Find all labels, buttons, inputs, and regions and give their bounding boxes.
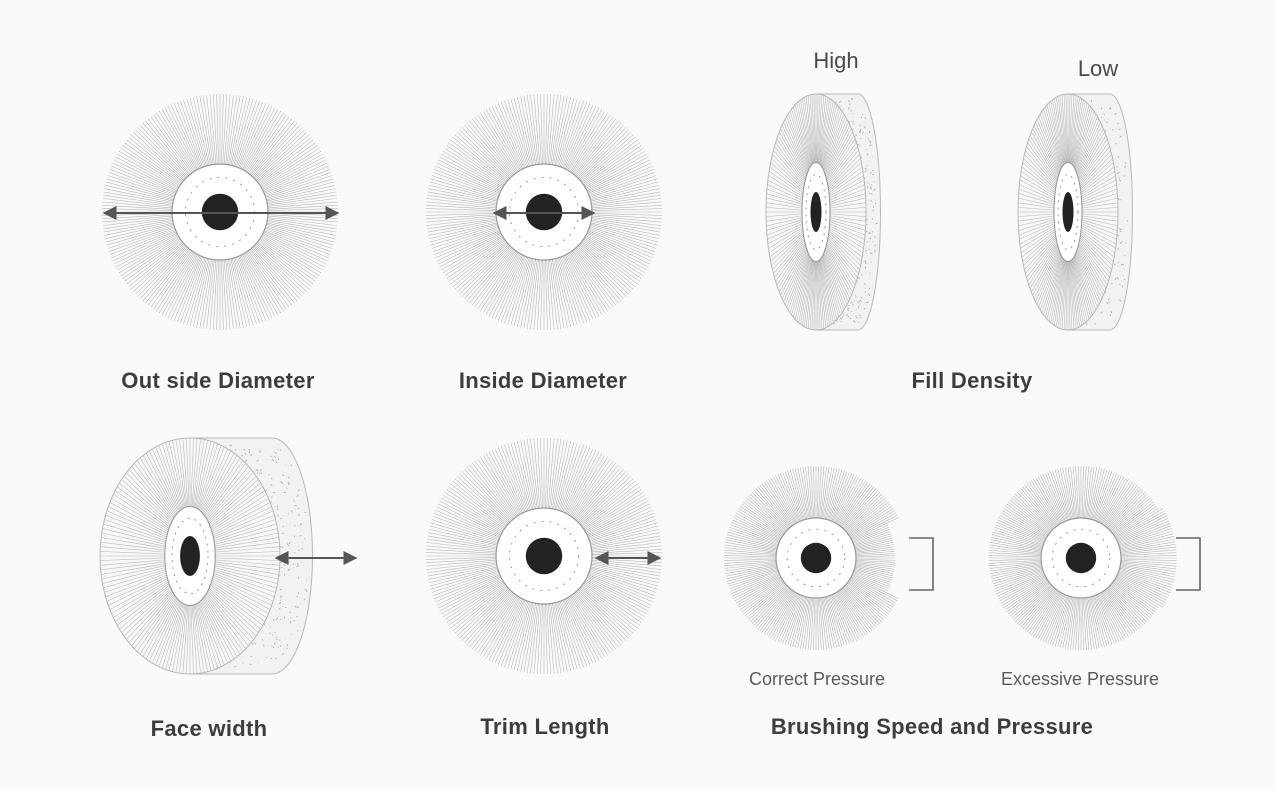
brush-correct-pressure bbox=[723, 465, 899, 651]
caption-fill-density: Fill Density bbox=[911, 368, 1033, 393]
caption-face-width: Face width bbox=[150, 716, 268, 741]
arbor-hole bbox=[1065, 542, 1097, 574]
label-correct-pressure: Correct Pressure bbox=[748, 669, 886, 689]
arbor-hole bbox=[525, 537, 563, 575]
bristle-fill bbox=[100, 438, 280, 674]
bristle-fill bbox=[1017, 94, 1119, 330]
bristle-fill bbox=[765, 94, 867, 330]
bristle-fill bbox=[723, 465, 899, 651]
caption-brushing-speed-pressure: Brushing Speed and Pressure bbox=[770, 714, 1094, 739]
brush-excessive-pressure bbox=[988, 465, 1177, 651]
caption-trim-length: Trim Length bbox=[480, 714, 610, 739]
label-excessive-pressure: Excessive Pressure bbox=[1000, 669, 1160, 689]
bristle-fill bbox=[425, 93, 663, 331]
arbor-hole bbox=[1062, 191, 1074, 233]
caption-outside-diameter: Out side Diameter bbox=[121, 368, 315, 393]
excessive-pressure-bracket bbox=[1176, 537, 1201, 591]
bristle-fill bbox=[988, 465, 1177, 651]
brush-face-width bbox=[99, 437, 313, 675]
brush-low-density bbox=[1017, 93, 1133, 331]
arbor-hole bbox=[180, 535, 200, 577]
caption-inside-diameter: Inside Diameter bbox=[458, 368, 628, 393]
brush-high-density bbox=[765, 93, 881, 331]
label-high: High bbox=[813, 48, 859, 73]
brush-trim-length bbox=[425, 437, 663, 675]
arbor-hole bbox=[800, 542, 832, 574]
label-low: Low bbox=[1077, 56, 1119, 81]
arbor-hole bbox=[810, 191, 822, 233]
correct-pressure-bracket bbox=[909, 537, 934, 591]
